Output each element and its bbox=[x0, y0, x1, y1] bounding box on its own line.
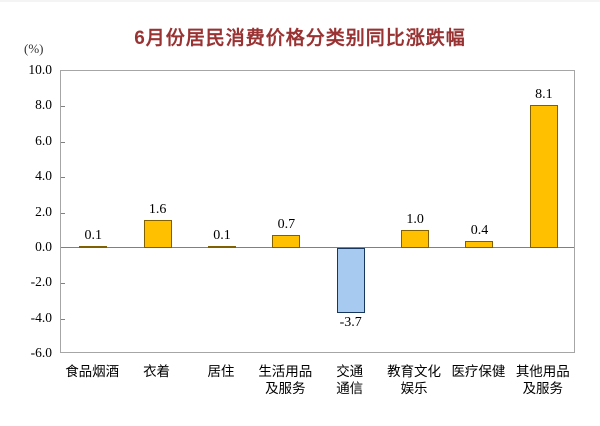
category-label: 食品烟酒 bbox=[54, 363, 130, 380]
category-label: 生活用品 及服务 bbox=[247, 363, 323, 397]
bar-value-label: 8.1 bbox=[535, 86, 553, 102]
y-tick-mark bbox=[61, 141, 65, 143]
y-tick-mark bbox=[61, 283, 65, 285]
y-axis-unit-label: (%) bbox=[24, 41, 44, 56]
bar bbox=[79, 246, 108, 249]
y-tick-label: 4.0 bbox=[35, 168, 52, 184]
y-tick-label: -2.0 bbox=[30, 274, 52, 290]
category-label-line: 及服务 bbox=[522, 381, 564, 396]
category-label-line: 居住 bbox=[207, 364, 235, 379]
category-label: 医疗保健 bbox=[440, 363, 516, 380]
category-label-line: 医疗保健 bbox=[451, 364, 506, 379]
y-tick-label: 10.0 bbox=[28, 62, 52, 77]
category-label-line: 及服务 bbox=[265, 381, 306, 396]
y-tick-mark bbox=[61, 318, 65, 320]
bar bbox=[143, 219, 172, 248]
chart-title: 6月份居民消费价格分类别同比涨跌幅 bbox=[134, 28, 466, 49]
y-tick-mark bbox=[61, 177, 65, 179]
category-label-line: 衣着 bbox=[143, 364, 171, 379]
y-tick-label: -4.0 bbox=[30, 309, 52, 325]
y-tick-label: 6.0 bbox=[35, 132, 52, 148]
bar bbox=[401, 230, 430, 248]
category-label-line: 其他用品 bbox=[515, 364, 570, 379]
category-label: 教育文化 娱乐 bbox=[376, 363, 452, 397]
y-tick-label: 0.0 bbox=[35, 238, 52, 254]
bar-value-label: 0.1 bbox=[213, 228, 231, 244]
y-tick-label: -6.0 bbox=[30, 345, 52, 360]
category-label: 交通 通信 bbox=[312, 363, 388, 397]
bar bbox=[465, 240, 494, 248]
bar-value-label: 0.4 bbox=[470, 222, 489, 238]
category-label-line: 生活用品 bbox=[258, 364, 313, 379]
category-label: 其他用品 及服务 bbox=[505, 363, 581, 397]
zero-axis-line bbox=[61, 247, 574, 249]
bar bbox=[529, 104, 558, 248]
bar-value-label: 1.0 bbox=[406, 212, 424, 228]
category-label-line: 通信 bbox=[336, 381, 364, 396]
bar-value-label: 0.7 bbox=[277, 217, 296, 233]
y-tick-label: 2.0 bbox=[35, 203, 52, 219]
category-label: 居住 bbox=[183, 363, 259, 380]
bar-value-label: 1.6 bbox=[148, 201, 167, 217]
y-tick-mark bbox=[61, 212, 65, 214]
category-label-line: 教育文化 bbox=[387, 364, 442, 379]
y-tick-label: 8.0 bbox=[35, 97, 52, 113]
negative-bar bbox=[336, 247, 365, 314]
bar-value-label: -3.7 bbox=[339, 315, 362, 331]
category-label-line: 交通 bbox=[336, 364, 364, 379]
plot-area: 0.1 1.6 0.1 0.7 -3.7 1.0 0.4 8.1 bbox=[60, 70, 575, 353]
top-edge-strip bbox=[0, 0, 600, 2]
bar bbox=[207, 246, 236, 249]
bar bbox=[272, 235, 301, 248]
y-tick-mark bbox=[61, 106, 65, 108]
category-label-line: 娱乐 bbox=[400, 381, 428, 396]
category-label: 衣着 bbox=[119, 363, 195, 380]
bar-value-label: 0.1 bbox=[84, 228, 102, 244]
category-label-line: 食品烟酒 bbox=[65, 364, 120, 379]
